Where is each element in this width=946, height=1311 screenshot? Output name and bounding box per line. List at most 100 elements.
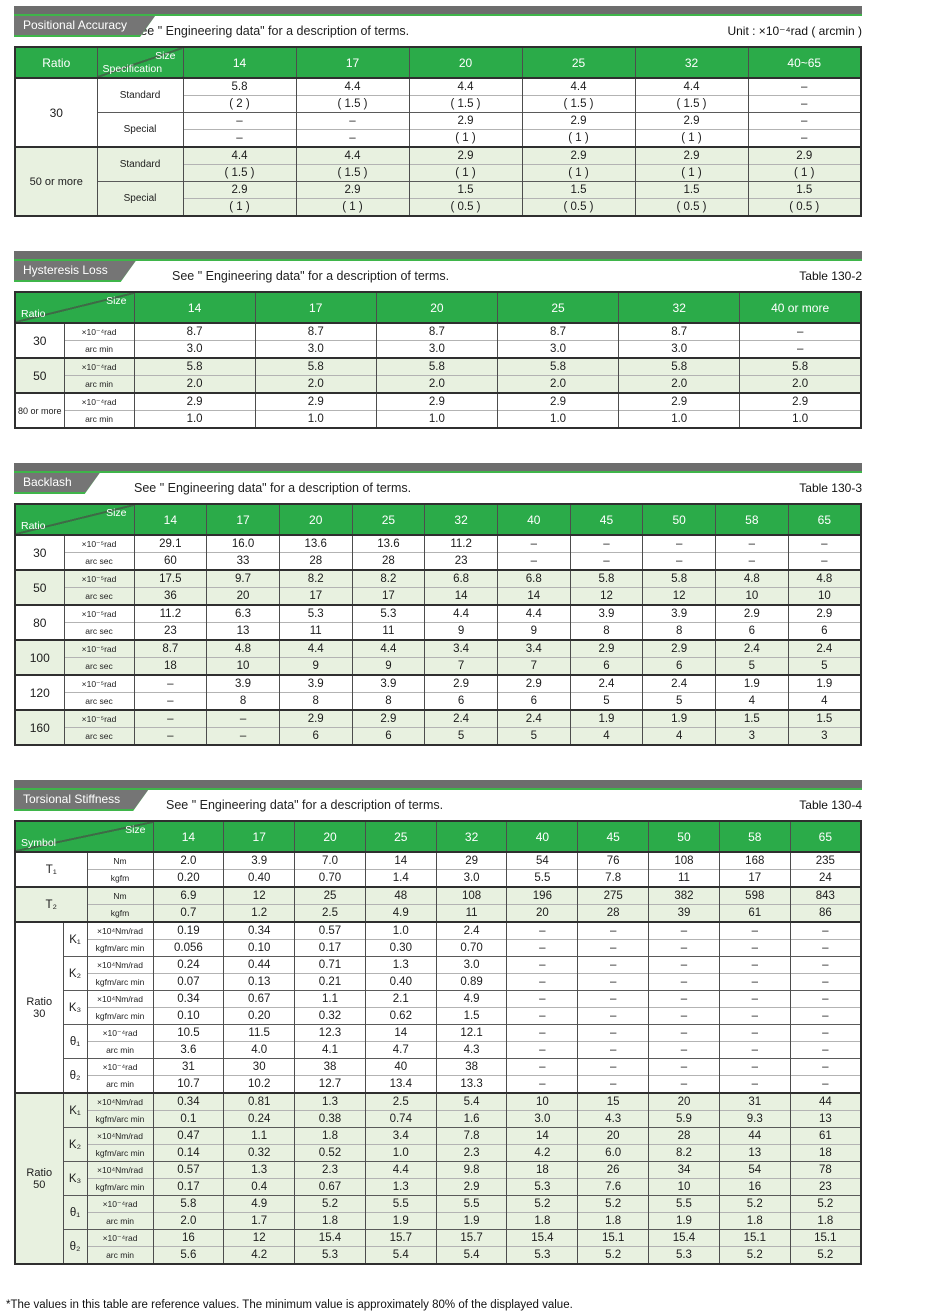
symbol-cell: θ₂ <box>62 1058 88 1093</box>
ratio-label-cell: 30 <box>14 78 98 147</box>
value-cell: 5.2 <box>577 1195 650 1213</box>
value-cell: – <box>718 921 791 940</box>
value-cell: – <box>718 1007 791 1025</box>
value-cell: 0.34 <box>152 990 225 1008</box>
value-cell: 15.4 <box>294 1229 366 1247</box>
unit-label-cell: ×10⁻⁵rad <box>63 639 135 658</box>
value-cell: – <box>577 956 650 974</box>
ratio-label-cell: 50 <box>14 357 65 393</box>
value-cell: – <box>789 956 862 974</box>
value-cell: – <box>648 1024 720 1042</box>
value-cell: 5.6 <box>152 1246 225 1264</box>
value-cell: 9.3 <box>718 1110 791 1128</box>
value-cell: 0.47 <box>152 1127 225 1145</box>
value-cell: 0.40 <box>364 973 437 991</box>
value-cell: 17 <box>718 869 791 887</box>
value-cell: 10.7 <box>152 1075 225 1093</box>
section-torsional-stiffness: Torsional Stiffness See " Engineering da… <box>14 780 862 1265</box>
value-cell: 0.57 <box>294 921 366 940</box>
value-cell: 1.4 <box>364 869 437 887</box>
value-cell: – <box>787 552 862 570</box>
value-cell: 4 <box>787 692 862 710</box>
value-cell: 12 <box>223 886 296 905</box>
value-cell: 1.0 <box>133 410 256 428</box>
header-corner-cell: Size Symbol <box>14 821 154 853</box>
value-cell: 18 <box>789 1144 862 1162</box>
section-backlash: Backlash See " Engineering data" for a d… <box>14 463 862 746</box>
column-header: 14 <box>182 47 297 79</box>
value-cell: 2.9 <box>634 146 749 165</box>
specification-cell: Standard <box>96 146 184 182</box>
value-cell: 1.3 <box>364 1178 437 1196</box>
value-cell: 30 <box>223 1058 296 1076</box>
value-cell: 2.9 <box>182 181 297 199</box>
value-cell: 6.9 <box>152 886 225 905</box>
value-cell: 5.8 <box>642 569 716 588</box>
value-cell: 3.0 <box>375 340 498 358</box>
value-cell: 17 <box>351 587 426 605</box>
value-cell: 3.9 <box>351 674 426 693</box>
table-row: Special – –2.9 2.9 2.9– <box>15 112 862 147</box>
value-cell: 86 <box>789 904 862 922</box>
unit-label: Unit : ×10⁻⁴rad ( arcmin ) <box>727 24 862 38</box>
table-row: kgfm/arc min 0.1 0.24 0.38 0.74 1.6 3.0 4.3 5.9 9… <box>15 1110 862 1128</box>
value-cell: – <box>577 921 650 940</box>
value-cell: 15.4 <box>648 1229 720 1247</box>
value-cell: 0.81 <box>223 1092 296 1111</box>
value-cell: 2.9 <box>351 709 426 728</box>
value-cell: 28 <box>351 552 426 570</box>
value-cell: 6.8 <box>424 569 498 588</box>
value-cell: 28 <box>278 552 353 570</box>
value-cell: 24 <box>789 869 862 887</box>
value-cell: 15.1 <box>577 1229 650 1247</box>
value-cell: 3 <box>787 727 862 745</box>
table-row: – –( 1 )( 1 )( 1 ) – <box>15 129 862 147</box>
column-header: 17 <box>295 47 410 79</box>
value-cell: ( 1 ) <box>634 129 749 147</box>
ratio-label-cell: Ratio 50 <box>14 1092 64 1264</box>
value-cell: 3.9 <box>278 674 353 693</box>
value-cell: 44 <box>718 1127 791 1145</box>
unit-label-cell: kgfm/arc min <box>86 1144 154 1162</box>
value-cell: 4.2 <box>506 1144 579 1162</box>
unit-label-cell: ×10⁴Nm/rad <box>86 1092 154 1111</box>
column-header: 50 <box>642 504 716 536</box>
value-cell: ( 1 ) <box>521 129 636 147</box>
value-cell: 7 <box>496 657 571 675</box>
value-cell: 28 <box>577 904 650 922</box>
corner-bottom-label: Symbol <box>21 837 57 849</box>
value-cell: 5.4 <box>435 1246 508 1264</box>
value-cell: 2.0 <box>739 375 862 393</box>
value-cell: 843 <box>789 886 862 905</box>
value-cell: 4.8 <box>787 569 862 588</box>
value-cell: – <box>577 1024 650 1042</box>
value-cell: 11.2 <box>133 604 208 623</box>
value-cell: 2.4 <box>715 639 789 658</box>
value-cell: 23 <box>424 552 498 570</box>
value-cell: 7.8 <box>577 869 650 887</box>
value-cell: – <box>577 990 650 1008</box>
value-cell: – <box>789 990 862 1008</box>
value-cell: 1.0 <box>739 410 862 428</box>
value-cell: 2.9 <box>254 392 377 411</box>
value-cell: – <box>496 552 571 570</box>
value-cell: 0.07 <box>152 973 225 991</box>
value-cell: 1.1 <box>294 990 366 1008</box>
value-cell: 5.2 <box>506 1195 579 1213</box>
value-cell: 4.4 <box>278 639 353 658</box>
unit-label-cell: arc min <box>86 1246 154 1264</box>
value-cell: 5.2 <box>789 1246 862 1264</box>
note-row: See " Engineering data" for a descriptio… <box>14 265 862 283</box>
value-cell: – <box>506 973 579 991</box>
value-cell: 2.3 <box>435 1144 508 1162</box>
table-row: 160 ×10⁻⁵rad – –2.9 2.9 2.4 2.4 1.9 1.9 1.5 1.5 <box>14 709 862 745</box>
table-row: arc sec –8 8 8 6 6 5 5 4 4 <box>15 692 862 710</box>
value-cell: 0.24 <box>223 1110 296 1128</box>
value-cell: 2.9 <box>715 604 789 623</box>
corner-top-label: Size <box>125 824 146 836</box>
value-cell: – <box>133 692 208 710</box>
unit-label-cell: kgfm/arc min <box>86 973 154 991</box>
value-cell: – <box>648 990 720 1008</box>
value-cell: 3.0 <box>506 1110 579 1128</box>
value-cell: 1.5 <box>747 181 862 199</box>
